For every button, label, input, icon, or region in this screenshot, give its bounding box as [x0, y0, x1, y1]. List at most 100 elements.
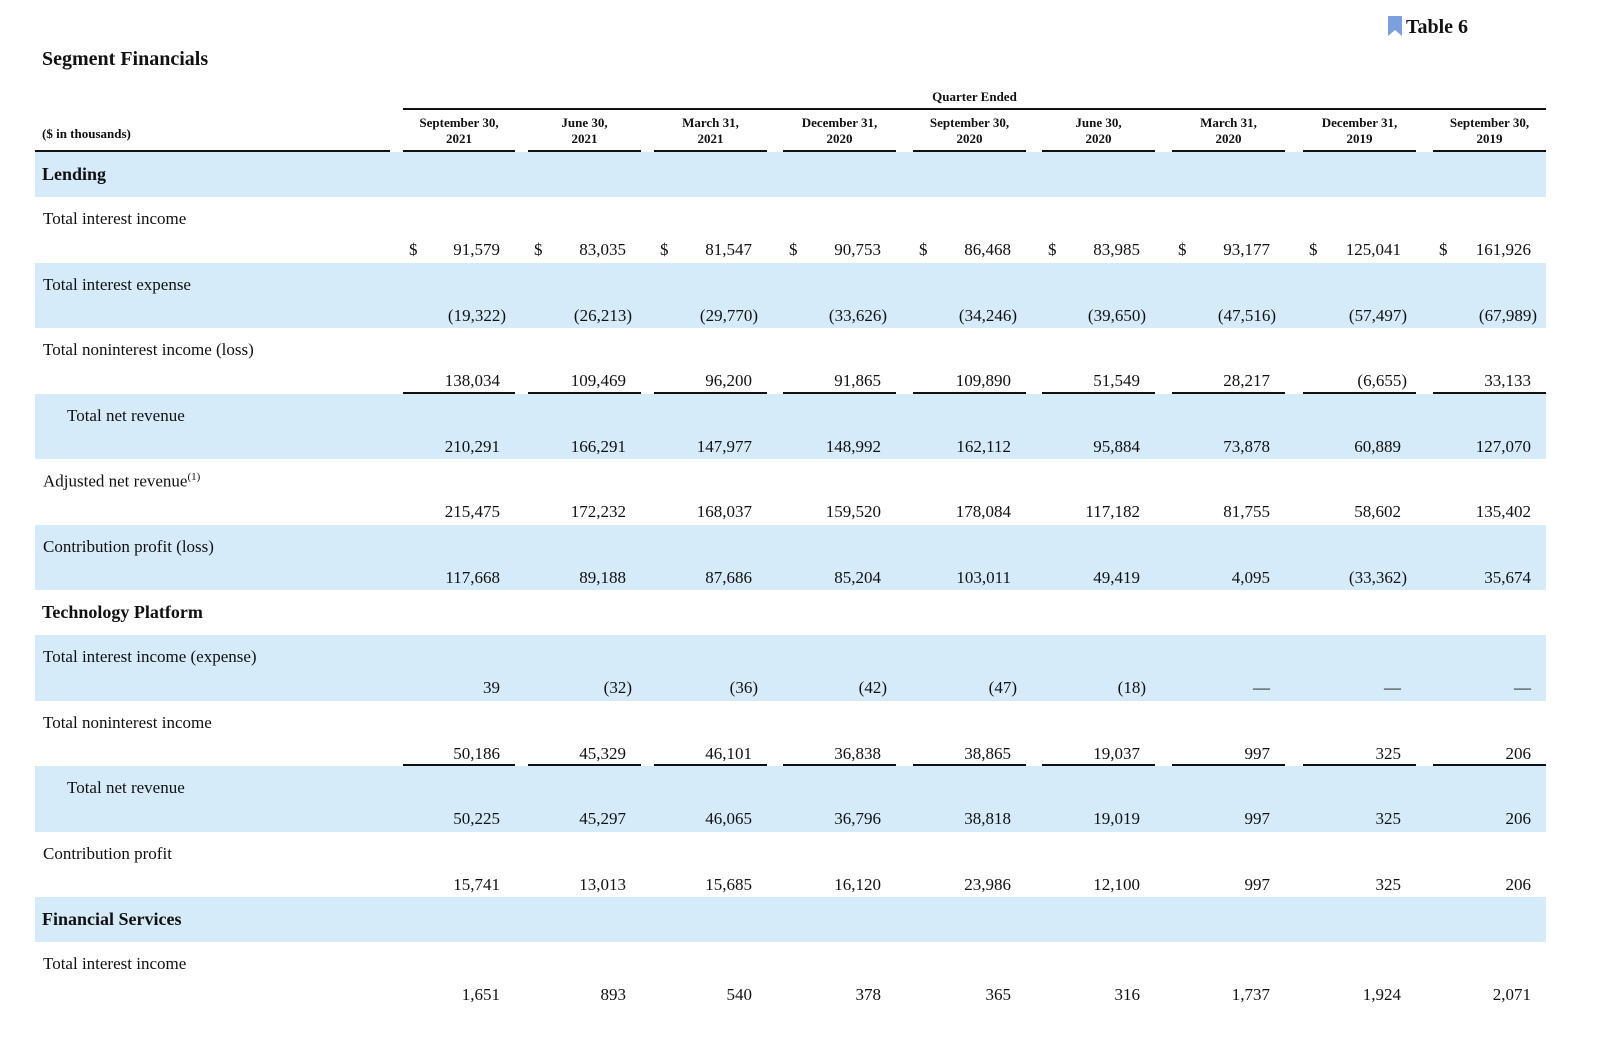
total-rule: [528, 391, 641, 394]
total-rule: [1303, 764, 1416, 766]
currency: $: [1178, 240, 1187, 259]
column-year: 2019: [1476, 131, 1503, 146]
cell-value: 33,133: [1484, 371, 1531, 390]
row-label: Total interest expense: [43, 274, 191, 294]
cell-value: 50,186: [453, 743, 500, 763]
column-rule: [783, 150, 896, 152]
cell-value: 103,011: [956, 567, 1011, 587]
cell-value: 162,112: [956, 436, 1011, 456]
cell-value: 365: [985, 985, 1012, 1004]
currency: $: [789, 240, 798, 259]
cell-value: 39: [483, 678, 500, 697]
cell-value: (18): [1117, 678, 1146, 697]
cell-value: 135,402: [1475, 502, 1531, 521]
cell-value: (6,655): [1357, 371, 1407, 390]
cell-value: 206: [1505, 874, 1532, 894]
total-rule: [1303, 391, 1416, 394]
cell-value: 147,977: [696, 436, 752, 456]
cell-value: 893: [600, 985, 627, 1004]
total-rule: [403, 391, 515, 394]
cell-value: 210,291: [444, 436, 500, 456]
cell-value: 91,865: [834, 371, 881, 390]
column-year: 2020: [826, 131, 853, 146]
cell-value: 28,217: [1223, 371, 1270, 390]
cell-value: 178,084: [955, 502, 1011, 521]
cell-value: 49,419: [1093, 567, 1140, 587]
column-date: September 30,: [1449, 115, 1530, 130]
cell-value: 86,468: [964, 240, 1011, 259]
total-rule: [1433, 391, 1546, 394]
cell-value: 12,100: [1093, 874, 1140, 894]
row-label: Total interest income: [43, 209, 187, 228]
column-rule: [1172, 150, 1285, 152]
column-rule: [528, 150, 641, 152]
total-rule: [1433, 764, 1546, 766]
cell-value: 997: [1244, 874, 1271, 894]
cell-value: 15,685: [705, 874, 752, 894]
cell-value: 1,651: [461, 985, 500, 1004]
column-year: 2020: [1085, 131, 1112, 146]
currency: $: [409, 240, 418, 259]
cell-value: 125,041: [1345, 240, 1401, 259]
cell-value: 15,741: [453, 874, 500, 894]
currency: $: [1309, 240, 1318, 259]
cell-value: 91,579: [453, 240, 500, 259]
currency: $: [1439, 240, 1448, 259]
row-label: Total net revenue: [67, 778, 185, 797]
column-rule: [1433, 150, 1546, 152]
cell-value: 85,204: [834, 567, 881, 587]
column-date: June 30,: [561, 115, 608, 130]
section-title: Lending: [42, 164, 107, 184]
cell-value: 109,890: [955, 371, 1011, 390]
row-band: [35, 152, 1546, 197]
cell-value: (42): [858, 678, 887, 697]
cell-value: (47,516): [1217, 305, 1276, 325]
cell-value: 81,755: [1223, 502, 1270, 521]
row-band: [35, 766, 1546, 832]
cell-value: 997: [1244, 809, 1271, 828]
section-title: Financial Services: [42, 909, 182, 929]
cell-value: 93,177: [1223, 240, 1270, 259]
row-label: Total noninterest income: [43, 712, 212, 732]
cell-value: (19,322): [447, 305, 506, 325]
cell-value: 60,889: [1354, 436, 1401, 456]
column-date: June 30,: [1075, 115, 1122, 130]
total-rule: [1172, 764, 1285, 766]
total-rule: [913, 764, 1026, 766]
cell-value: 1,924: [1362, 985, 1401, 1004]
cell-value: 159,520: [825, 502, 881, 521]
row-band: [35, 262, 1546, 328]
cell-value: 325: [1375, 743, 1402, 763]
cell-value: 46,101: [705, 743, 752, 763]
label-rule: [35, 150, 390, 152]
cell-value: 19,037: [1093, 743, 1140, 763]
title: Segment Financials: [42, 48, 209, 70]
cell-value: 166,291: [570, 436, 626, 456]
cell-value: (39,650): [1087, 305, 1146, 325]
cell-value: 36,796: [834, 809, 881, 828]
cell-value: 73,878: [1223, 436, 1270, 456]
cell-value: (47): [988, 678, 1017, 697]
cell-value: 206: [1505, 809, 1532, 828]
cell-value: 117,668: [445, 567, 500, 587]
column-year: 2021: [697, 131, 724, 146]
cell-value: 215,475: [444, 502, 500, 521]
row-label: Total interest income: [43, 954, 187, 973]
section-title: Technology Platform: [42, 602, 203, 622]
column-date: December 31,: [1321, 115, 1398, 130]
cell-value: 19,019: [1093, 809, 1140, 828]
cell-value: 38,818: [964, 809, 1011, 828]
column-date: September 30,: [419, 115, 499, 130]
column-rule: [403, 150, 515, 152]
cell-value: 45,297: [579, 809, 626, 828]
cell-value: (57,497): [1348, 305, 1407, 325]
cell-value: 378: [855, 985, 882, 1004]
cell-value: 325: [1375, 809, 1402, 828]
cell-value: 127,070: [1475, 436, 1531, 456]
total-rule: [1042, 391, 1155, 394]
cell-value: (36): [729, 678, 758, 697]
row-band: [35, 393, 1546, 459]
currency: $: [534, 240, 543, 259]
cell-value: 23,986: [964, 874, 1011, 894]
column-year: 2021: [571, 131, 598, 146]
